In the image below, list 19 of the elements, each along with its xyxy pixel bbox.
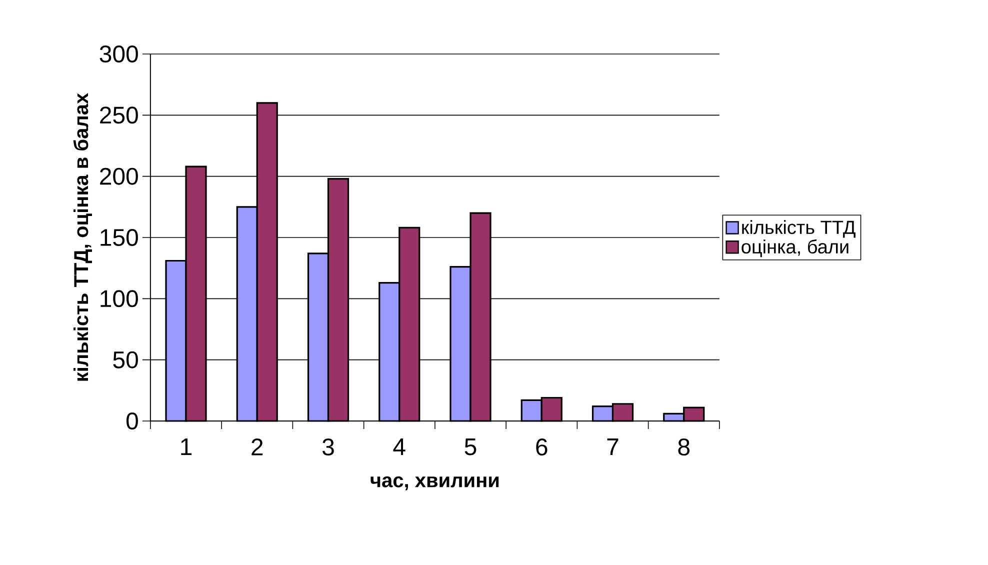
y-tick-label: 50 — [113, 351, 138, 368]
x-tick-label: 5 — [464, 438, 476, 456]
x-tick-label: 4 — [393, 438, 406, 456]
y-tick-label: 150 — [100, 229, 138, 246]
y-tick-label: 0 — [126, 412, 138, 430]
x-tick-label: 8 — [678, 438, 690, 456]
x-tick-label: 2 — [252, 438, 263, 456]
legend-label: кількість ТТД — [742, 220, 856, 238]
x-tick-label: 3 — [322, 438, 334, 456]
x-tick-label: 7 — [607, 438, 618, 456]
y-tick-label: 300 — [100, 46, 138, 62]
x-tick-label: 6 — [536, 438, 548, 456]
y-tick-label: 250 — [100, 106, 138, 124]
y-tick-label: 100 — [100, 290, 138, 308]
x-tick-label: 1 — [181, 438, 192, 456]
legend-label: оцінка, бали — [742, 239, 848, 258]
y-axis-title: кількість ТТД, оцінка в балах — [73, 93, 92, 381]
x-axis-title: час, хвилини — [370, 476, 499, 490]
y-tick-label: 200 — [100, 168, 138, 185]
